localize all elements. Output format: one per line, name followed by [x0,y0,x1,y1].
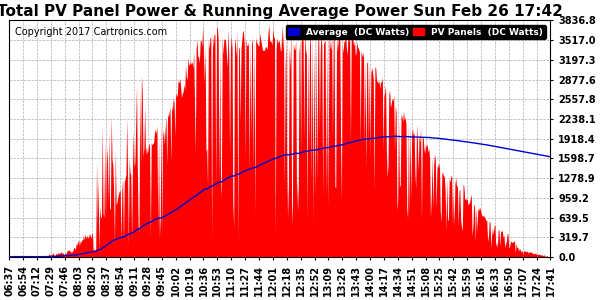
Legend: Average  (DC Watts), PV Panels  (DC Watts): Average (DC Watts), PV Panels (DC Watts) [286,25,546,39]
Title: Total PV Panel Power & Running Average Power Sun Feb 26 17:42: Total PV Panel Power & Running Average P… [0,4,563,19]
Text: Copyright 2017 Cartronics.com: Copyright 2017 Cartronics.com [14,27,167,38]
